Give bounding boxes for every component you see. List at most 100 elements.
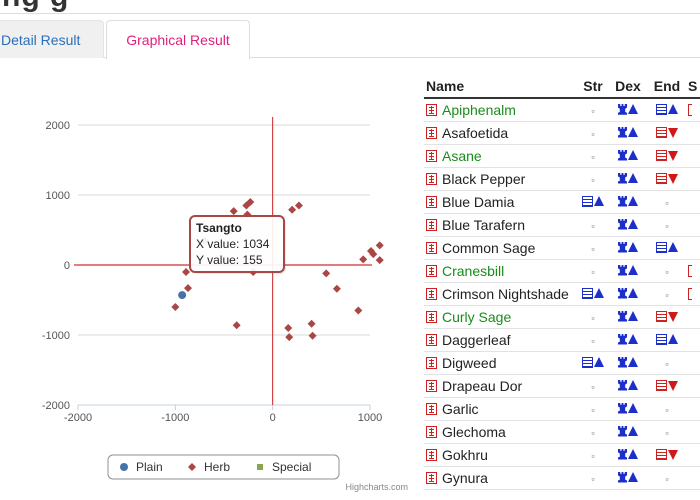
page-heading-strip: ng g: [0, 0, 700, 14]
ingredient-name[interactable]: Drapeau Dor: [442, 377, 523, 394]
header-extra[interactable]: S: [686, 74, 700, 99]
cell-name[interactable]: Digweed: [424, 351, 578, 375]
data-point-herb: [183, 284, 192, 293]
ingredient-name[interactable]: Blue Damia: [442, 193, 515, 210]
cell-name[interactable]: Blue Tarafern: [424, 213, 578, 237]
cell-name[interactable]: Gokhru: [424, 443, 578, 467]
ingredient-icon: [426, 103, 437, 116]
table-row[interactable]: Gynura ▫ ▫: [424, 466, 700, 490]
ingredient-name[interactable]: Common Sage: [442, 239, 536, 256]
cell-name[interactable]: Crimson Nightshade: [424, 282, 578, 306]
data-point-herb: [369, 250, 378, 259]
partial-icon: [688, 287, 692, 300]
cell-name[interactable]: Blue Damia: [424, 190, 578, 214]
legend-item-plain[interactable]: Plain: [136, 460, 163, 474]
ingredient-name[interactable]: Daggerleaf: [442, 331, 511, 348]
data-point-herb: [322, 269, 331, 278]
cell-name[interactable]: Daggerleaf: [424, 328, 578, 352]
table-row[interactable]: Blue Tarafern ▫ ▫: [424, 213, 700, 237]
cell-name[interactable]: Common Sage: [424, 236, 578, 260]
cell-name[interactable]: Black Pepper: [424, 167, 578, 191]
ingredient-name[interactable]: Apiphenalm: [442, 101, 516, 118]
table-row[interactable]: Common Sage ▫: [424, 236, 700, 260]
book-red-icon: [656, 172, 667, 184]
table-row[interactable]: Asane ▫: [424, 144, 700, 168]
arrow-up-icon: [628, 126, 638, 137]
cell-str: ▫: [578, 236, 608, 260]
small-square-icon: ▫: [665, 358, 669, 369]
small-square-icon: ▫: [665, 266, 669, 277]
cell-dex: [608, 351, 648, 375]
cell-name[interactable]: Garlic: [424, 397, 578, 421]
data-point-herb: [359, 255, 368, 264]
cell-extra: [686, 443, 700, 467]
book-red-icon: [656, 126, 667, 138]
cell-name[interactable]: Apiphenalm: [424, 98, 578, 122]
cell-name[interactable]: Asafoetida: [424, 121, 578, 145]
legend-item-herb[interactable]: Herb: [204, 460, 230, 474]
table-row[interactable]: Digweed ▫: [424, 351, 700, 375]
arrow-up-icon: [628, 333, 638, 344]
book-icon: [582, 195, 593, 207]
table-row[interactable]: Curly Sage ▫: [424, 305, 700, 329]
header-str[interactable]: Str: [578, 74, 608, 99]
data-point-herb: [375, 241, 384, 250]
ingredient-name[interactable]: Blue Tarafern: [442, 216, 526, 233]
ingredient-name[interactable]: Black Pepper: [442, 170, 526, 187]
table-row[interactable]: Garlic ▫ ▫: [424, 397, 700, 421]
ingredient-icon: [426, 241, 437, 254]
ingredient-name[interactable]: Crimson Nightshade: [442, 285, 569, 302]
book-icon: [582, 356, 593, 368]
cell-name[interactable]: Drapeau Dor: [424, 374, 578, 398]
ingredient-name[interactable]: Glechoma: [442, 423, 506, 440]
ingredient-name[interactable]: Asane: [442, 147, 482, 164]
cell-name[interactable]: Curly Sage: [424, 305, 578, 329]
book-icon: [582, 287, 593, 299]
tab-detail-result[interactable]: Detail Result: [0, 20, 104, 58]
cell-str: ▫: [578, 213, 608, 237]
cell-end: ▫: [648, 420, 686, 444]
ingredient-name[interactable]: Asafoetida: [442, 124, 509, 141]
cell-dex: [608, 466, 648, 490]
table-row[interactable]: Apiphenalm ▫: [424, 98, 700, 122]
table-row[interactable]: Daggerleaf ▫: [424, 328, 700, 352]
cell-name[interactable]: Gynura: [424, 466, 578, 490]
chart-credits[interactable]: Highcharts.com: [345, 482, 408, 492]
table-row[interactable]: Blue Damia ▫: [424, 190, 700, 214]
table-row[interactable]: Glechoma ▫ ▫: [424, 420, 700, 444]
cell-name[interactable]: Asane: [424, 144, 578, 168]
cell-dex: [608, 374, 648, 398]
arrow-up-icon: [628, 379, 638, 390]
ingredient-name[interactable]: Digweed: [442, 354, 497, 371]
arrow-down-icon: [668, 311, 678, 322]
table-row[interactable]: Gokhru ▫: [424, 443, 700, 467]
table-body: Apiphenalm ▫ Asafoetida ▫ Asane ▫ Black Pepper…: [424, 98, 700, 490]
ingredient-name[interactable]: Curly Sage: [442, 308, 512, 325]
cell-extra: [686, 190, 700, 214]
cell-name[interactable]: Glechoma: [424, 420, 578, 444]
chart-legend: [107, 454, 340, 480]
ingredient-name[interactable]: Gokhru: [442, 446, 488, 463]
x-tick-label: -1000: [161, 412, 189, 424]
ingredient-name[interactable]: Garlic: [442, 400, 479, 417]
table-row[interactable]: Drapeau Dor ▫: [424, 374, 700, 398]
cell-name[interactable]: Cranesbill: [424, 259, 578, 283]
table-row[interactable]: Asafoetida ▫: [424, 121, 700, 145]
table-row[interactable]: Black Pepper ▫: [424, 167, 700, 191]
cell-extra: [686, 98, 700, 122]
legend-item-special[interactable]: Special: [272, 460, 311, 474]
table-row[interactable]: Crimson Nightshade ▫: [424, 282, 700, 306]
ingredient-name[interactable]: Gynura: [442, 469, 488, 486]
data-point-plain: [178, 291, 187, 300]
ingredient-icon: [426, 310, 437, 323]
cell-dex: [608, 190, 648, 214]
heading-divider: [0, 13, 700, 14]
header-dex[interactable]: Dex: [608, 74, 648, 99]
table-row[interactable]: Cranesbill ▫ ▫: [424, 259, 700, 283]
ingredient-icon: [426, 264, 437, 277]
tab-graphical-result[interactable]: Graphical Result: [106, 20, 250, 59]
header-name[interactable]: Name: [424, 74, 578, 99]
header-end[interactable]: End: [648, 74, 686, 99]
small-square-icon: ▫: [591, 174, 595, 185]
ingredient-name[interactable]: Cranesbill: [442, 262, 505, 279]
